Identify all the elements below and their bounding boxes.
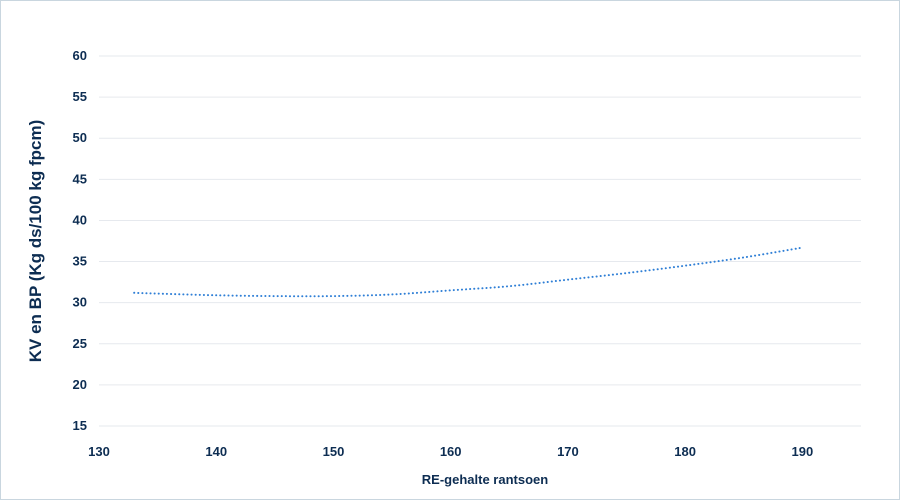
y-axis-ticks: 15 20 25 30 35 40 45 50 55 60 (73, 48, 87, 433)
x-tick-label-180: 180 (674, 444, 696, 459)
y-axis-title: KV en BP (Kg ds/100 kg fpcm) (26, 120, 45, 362)
x-tick-label-140: 140 (205, 444, 227, 459)
x-tick-label-170: 170 (557, 444, 579, 459)
y-tick-label-25: 25 (73, 336, 87, 351)
y-tick-label-20: 20 (73, 377, 87, 392)
x-tick-label-130: 130 (88, 444, 110, 459)
y-tick-label-45: 45 (73, 171, 87, 186)
x-axis-ticks: 130 140 150 160 170 180 190 (88, 444, 813, 459)
series-layer (133, 246, 804, 298)
y-tick-label-30: 30 (73, 295, 87, 310)
y-tick-label-40: 40 (73, 212, 87, 227)
y-tick-label-50: 50 (73, 130, 87, 145)
gridlines (99, 55, 861, 427)
y-tick-label-15: 15 (73, 418, 87, 433)
y-tick-label-35: 35 (73, 254, 87, 269)
x-tick-label-150: 150 (323, 444, 345, 459)
x-tick-label-160: 160 (440, 444, 462, 459)
x-axis-title: RE-gehalte rantsoen (422, 472, 548, 487)
y-tick-label-60: 60 (73, 48, 87, 63)
y-tick-label-55: 55 (73, 89, 87, 104)
series-line-0 (133, 246, 804, 298)
x-tick-label-190: 190 (792, 444, 814, 459)
